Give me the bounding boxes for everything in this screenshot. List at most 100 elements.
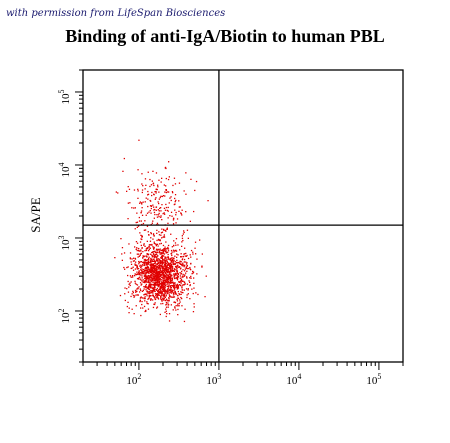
data-point	[150, 233, 152, 235]
data-point	[163, 271, 166, 273]
data-point	[149, 247, 151, 249]
data-point	[193, 277, 195, 279]
data-point	[168, 294, 170, 296]
data-point	[169, 197, 171, 199]
data-point	[147, 263, 150, 265]
data-point	[166, 270, 168, 273]
data-point	[199, 239, 201, 241]
data-point	[164, 292, 166, 294]
data-point	[150, 274, 152, 276]
data-point	[145, 285, 147, 287]
data-point	[174, 263, 176, 265]
data-point	[180, 212, 182, 214]
data-point	[162, 274, 164, 276]
data-point	[158, 289, 160, 291]
data-point	[170, 292, 172, 294]
data-point	[165, 185, 167, 187]
data-point	[154, 255, 156, 257]
data-point	[156, 307, 158, 309]
data-point	[134, 280, 136, 282]
data-point	[179, 284, 181, 286]
data-point	[192, 311, 195, 313]
data-point	[154, 254, 156, 256]
data-point	[172, 285, 174, 287]
data-point	[148, 259, 150, 261]
data-point	[130, 263, 133, 265]
data-point	[144, 245, 146, 247]
data-point	[161, 281, 163, 283]
data-point	[171, 267, 173, 269]
data-point	[138, 260, 140, 263]
data-point	[189, 254, 191, 256]
data-point	[180, 213, 182, 215]
data-point	[179, 275, 181, 277]
data-point	[173, 276, 175, 278]
data-point	[163, 250, 165, 252]
data-point	[161, 276, 164, 278]
data-point	[147, 292, 149, 294]
data-point	[163, 298, 165, 300]
data-point	[169, 277, 171, 280]
data-point	[170, 264, 172, 266]
data-point	[169, 285, 171, 287]
data-point	[152, 220, 154, 222]
data-point	[145, 214, 147, 216]
data-point	[174, 286, 176, 288]
data-point	[178, 293, 180, 295]
data-point	[160, 251, 162, 254]
data-point	[189, 281, 191, 283]
data-point	[161, 284, 163, 286]
data-point	[167, 246, 169, 249]
data-point	[165, 276, 167, 278]
data-point	[149, 261, 151, 263]
data-point	[141, 290, 143, 292]
data-point	[192, 292, 194, 295]
data-point	[163, 265, 165, 267]
data-point	[127, 266, 129, 268]
data-point	[192, 270, 194, 273]
data-point	[145, 278, 147, 280]
data-point	[163, 262, 165, 264]
data-point	[154, 277, 156, 280]
data-point	[148, 211, 150, 213]
data-point	[153, 209, 155, 211]
data-point	[172, 249, 175, 251]
data-point	[148, 275, 151, 277]
data-point	[150, 275, 152, 277]
data-point	[127, 280, 129, 283]
data-point	[145, 264, 148, 266]
data-point	[167, 264, 169, 266]
data-point	[140, 250, 142, 252]
data-point	[158, 231, 160, 233]
data-point	[139, 300, 141, 303]
data-point	[144, 267, 146, 269]
data-point	[167, 282, 169, 284]
data-point	[160, 303, 162, 305]
data-point	[183, 231, 185, 234]
data-point	[144, 262, 146, 264]
data-point	[180, 253, 182, 255]
data-point	[151, 260, 154, 263]
data-point	[166, 289, 169, 291]
data-point	[148, 297, 150, 300]
data-point	[174, 242, 177, 244]
data-point	[151, 290, 153, 292]
data-point	[178, 262, 181, 264]
data-point	[141, 283, 143, 285]
data-point	[143, 269, 146, 272]
data-point	[159, 262, 162, 265]
data-point	[167, 248, 169, 250]
data-point	[169, 278, 171, 281]
data-point	[121, 247, 124, 249]
data-point	[139, 202, 141, 204]
data-point	[164, 258, 166, 260]
data-point	[157, 245, 159, 247]
data-point	[163, 236, 166, 238]
axes: 102 102 103 103 104 104 105 105	[57, 69, 404, 387]
data-point	[150, 259, 152, 261]
data-point	[158, 264, 161, 266]
data-point	[170, 290, 172, 292]
data-point	[179, 293, 181, 296]
data-point	[154, 287, 156, 289]
data-point	[130, 295, 132, 298]
